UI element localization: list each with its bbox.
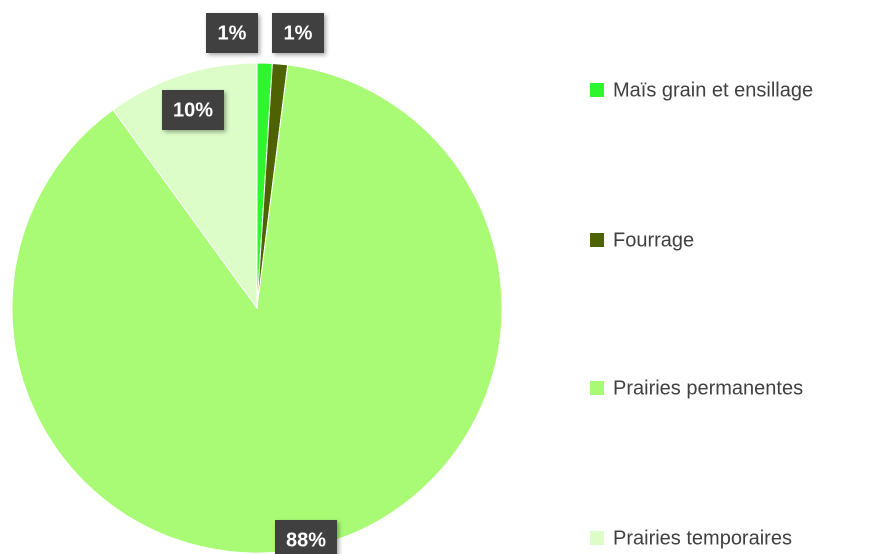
data-label-box: [162, 90, 224, 130]
legend-swatch: [590, 83, 604, 97]
data-label: 10%: [173, 99, 213, 121]
legend-label: Fourrage: [613, 229, 694, 251]
legend-swatch: [590, 381, 604, 395]
legend-swatch: [590, 531, 604, 545]
data-label-box: [275, 520, 337, 554]
pie: [11, 62, 503, 554]
data-label-box: [206, 13, 258, 53]
data-labels: 1% 1% 88% 10%: [162, 13, 337, 554]
legend-label: Prairies temporaires: [613, 527, 792, 549]
legend: Maïs grain et ensillage Fourrage Prairies …: [590, 79, 813, 549]
data-label-box: [272, 13, 324, 53]
legend-label: Maïs grain et ensillage: [613, 79, 813, 101]
legend-swatch: [590, 233, 604, 247]
data-label: 88%: [286, 529, 326, 551]
legend-label: Prairies permanentes: [613, 377, 803, 399]
data-label: 1%: [284, 22, 313, 44]
data-label: 1%: [218, 22, 247, 44]
